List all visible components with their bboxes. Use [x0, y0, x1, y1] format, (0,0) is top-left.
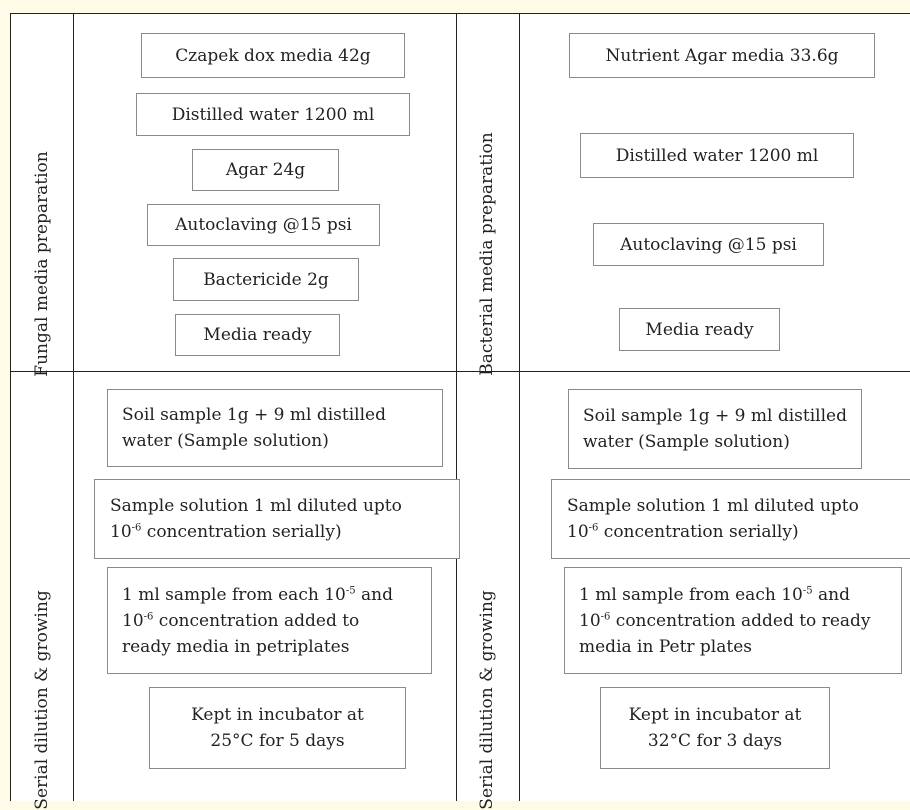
bacterial-growth-step-sample: Soil sample 1g + 9 ml distilled water (S…: [568, 389, 862, 469]
fungal-prep-label: Fungal media preparation: [32, 151, 52, 377]
bacterial-growth-step-incubate: Kept in incubator at 32°C for 3 days: [600, 687, 830, 769]
fungal-growth-step-inoculate: 1 ml sample from each 10-5 and 10-6 conc…: [107, 567, 432, 674]
fungal-growth-step-sample: Soil sample 1g + 9 ml distilled water (S…: [107, 389, 443, 467]
grid-line: [519, 14, 520, 801]
fungal-step-media: Czapek dox media 42g: [141, 33, 405, 78]
fungal-step-ready: Media ready: [175, 314, 340, 356]
fungal-growth-label: Serial dilution & growing: [32, 590, 52, 810]
grid-line: [456, 14, 457, 801]
fungal-step-bactericide: Bactericide 2g: [173, 258, 359, 301]
bacterial-prep-label: Bacterial media preparation: [477, 132, 497, 376]
bacterial-step-media: Nutrient Agar media 33.6g: [569, 33, 875, 78]
grid-line: [11, 371, 910, 372]
bacterial-step-autoclave: Autoclaving @15 psi: [593, 223, 824, 266]
fungal-step-water: Distilled water 1200 ml: [136, 93, 410, 136]
bacterial-growth-step-inoculate: 1 ml sample from each 10-5 and 10-6 conc…: [564, 567, 902, 674]
fungal-growth-step-incubate: Kept in incubator at 25°C for 5 days: [149, 687, 406, 769]
bacterial-growth-label: Serial dilution & growing: [477, 590, 497, 810]
fungal-step-autoclave: Autoclaving @15 psi: [147, 204, 380, 246]
bacterial-step-water: Distilled water 1200 ml: [580, 133, 854, 178]
bacterial-growth-step-dilution: Sample solution 1 ml diluted upto 10-6 c…: [551, 479, 910, 559]
fungal-step-agar: Agar 24g: [192, 149, 339, 191]
grid-line: [73, 14, 74, 801]
fungal-growth-step-dilution: Sample solution 1 ml diluted upto 10-6 c…: [94, 479, 460, 559]
bacterial-step-ready: Media ready: [619, 308, 780, 351]
protocol-table: Fungal media preparation Bacterial media…: [10, 13, 910, 810]
